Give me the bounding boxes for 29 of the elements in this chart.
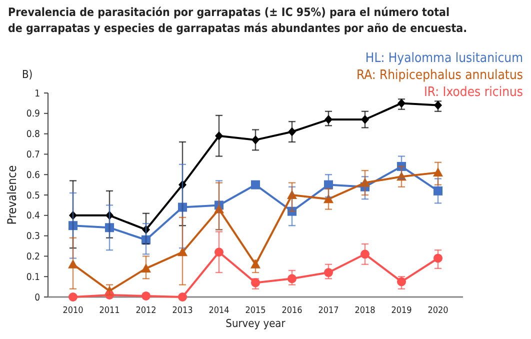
x-tick-label: 2014: [208, 306, 230, 316]
y-axis-title: Prevalence: [5, 165, 19, 225]
text: HL: Hyalomma lusitanicum: [365, 51, 523, 66]
y-tick-label: 0.3: [26, 231, 40, 242]
x-axis-title: Survey year: [226, 317, 286, 330]
y-tick-label: 0.6: [26, 170, 40, 181]
x-tick-label: 2020: [428, 306, 448, 316]
y-tick-label: 0.1: [26, 272, 40, 283]
y-tick-label: 0.4: [26, 210, 40, 222]
y-tick-label: 0.5: [26, 190, 40, 202]
x-tick-label: 2017: [318, 306, 339, 316]
y-tick-label: 0.9: [26, 108, 40, 120]
x-tick-label: 2016: [282, 306, 302, 316]
y-tick-label: 1: [34, 88, 40, 100]
text: B): [22, 68, 33, 81]
y-tick-label: 0.8: [26, 129, 40, 140]
x-tick-label: 2015: [245, 306, 266, 316]
x-tick-label: 2018: [354, 306, 376, 316]
chart-title: Prevalencia de parasitación por garrapatas (± IC 95%) para el número total de garrapatas y especies de garrapatas más abundantes por año de encuesta.: [8, 5, 468, 35]
y-tick-label: 0: [34, 292, 40, 304]
x-tick-label: 2011: [99, 306, 120, 316]
x-tick-label: 2010: [62, 306, 84, 316]
text: RA: Rhipicephalus annulatus: [356, 68, 523, 83]
x-tick-label: 2013: [172, 306, 193, 316]
x-tick-label: 2012: [136, 306, 156, 316]
x-tick-label: 2019: [391, 306, 412, 316]
y-tick-label: 0.2: [26, 252, 40, 263]
y-tick-label: 0.7: [26, 150, 40, 161]
text: IR: Ixodes ricinus: [424, 85, 523, 100]
